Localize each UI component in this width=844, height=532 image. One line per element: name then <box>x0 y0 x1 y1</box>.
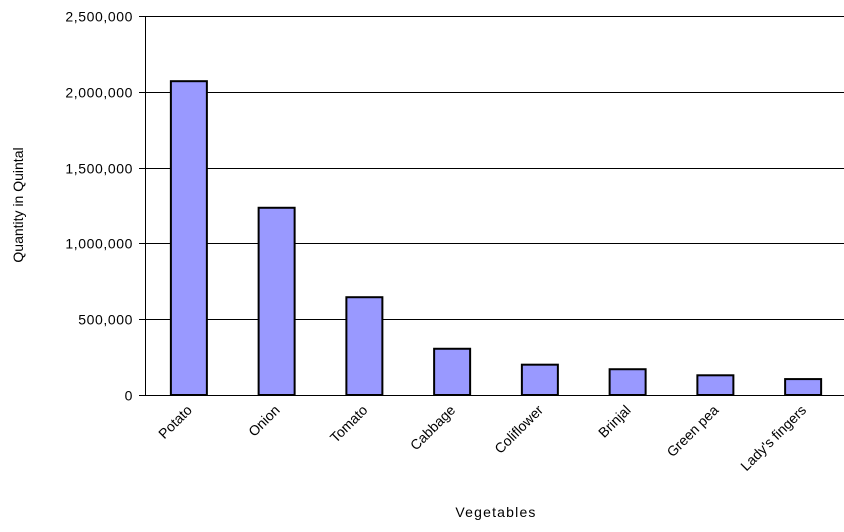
y-tick-label: 2,000,000 <box>65 85 133 101</box>
x-tick-label: Cabbage <box>407 402 459 454</box>
x-tick-label: Coliflower <box>491 402 546 457</box>
x-tick-label: Potato <box>155 402 195 442</box>
bar <box>433 347 472 396</box>
bars <box>169 80 823 397</box>
x-tick-label: Onion <box>245 402 283 440</box>
y-tick-label: 2,500,000 <box>65 9 133 25</box>
y-axis-title: Quantity in Quintal <box>10 147 26 262</box>
bar <box>257 206 296 396</box>
axes <box>139 16 844 396</box>
bar <box>696 374 735 396</box>
gridlines <box>145 16 844 320</box>
bar <box>784 378 823 397</box>
x-tick-label: Tomato <box>327 402 371 446</box>
bar <box>345 296 384 396</box>
y-tick-label: 0 <box>125 388 133 404</box>
bar <box>608 368 647 396</box>
y-tick-label: 1,000,000 <box>65 236 133 252</box>
y-tick-label: 1,500,000 <box>65 161 133 177</box>
x-tick-labels: Potato Onion Tomato Cabbage Coliflower Brinja… <box>155 402 809 474</box>
bar <box>520 363 559 396</box>
x-tick-label: Brinjal <box>595 402 634 441</box>
x-tick-label: Green pea <box>663 402 721 460</box>
y-tick-labels: 0 500,000 1,000,000 1,500,000 2,000,000 2,500… <box>65 9 133 404</box>
x-tick-label: Lady's fingers <box>737 402 809 474</box>
y-tick-label: 500,000 <box>78 312 133 328</box>
x-axis-title: Vegetables <box>455 504 536 520</box>
bar <box>169 80 208 397</box>
